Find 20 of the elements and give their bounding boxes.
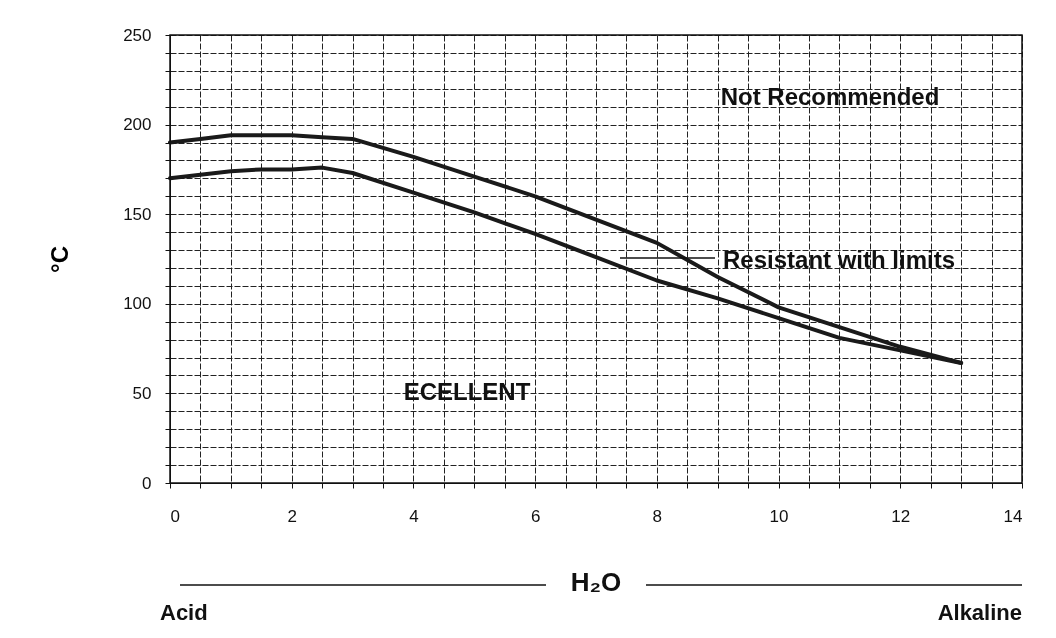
y-tick-label: 50 (132, 383, 152, 403)
x-tick-label: 6 (530, 506, 541, 526)
y-tick-label: 250 (123, 25, 152, 45)
x-tick-label: 4 (409, 506, 419, 526)
x-tick-label: 2 (287, 506, 297, 526)
y-tick-label: 100 (123, 294, 152, 314)
y-tick-label: 200 (123, 115, 152, 135)
x-tick-label: 10 (769, 506, 789, 526)
text: Alkaline (937, 600, 1022, 625)
y-tick-label: 150 (123, 204, 152, 224)
text: Acid (160, 600, 208, 625)
y-tick-label: 0 (142, 473, 152, 493)
y-axis-title: °C (46, 246, 74, 273)
x-tick-label: 12 (891, 506, 911, 526)
x-axis-title: H₂O (570, 567, 622, 597)
x-tick-label: 8 (652, 506, 663, 526)
annotation: Resistant with limits (723, 246, 956, 273)
x-tick-label: 0 (170, 506, 180, 526)
annotation: Not Recommended (720, 83, 940, 110)
x-tick-label: 14 (1003, 506, 1023, 526)
